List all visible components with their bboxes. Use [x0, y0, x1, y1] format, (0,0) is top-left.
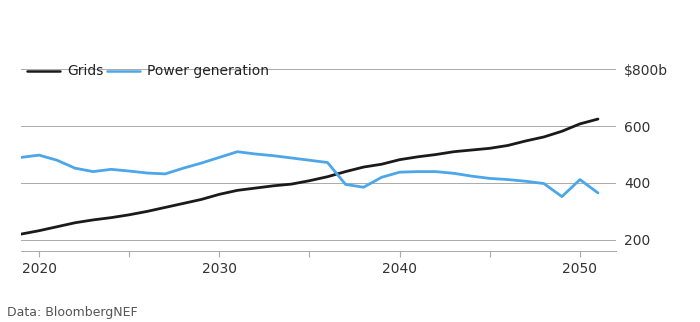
- Text: Grids: Grids: [66, 64, 103, 79]
- Text: Power generation: Power generation: [147, 64, 269, 79]
- Text: Data: BloombergNEF: Data: BloombergNEF: [7, 306, 138, 319]
